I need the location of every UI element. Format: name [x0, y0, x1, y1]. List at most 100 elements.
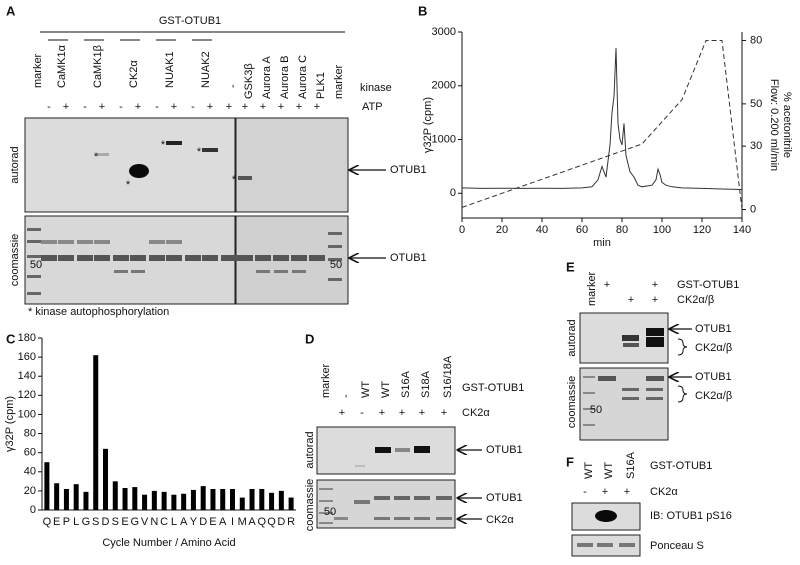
gel-band — [577, 543, 593, 547]
gel-band — [334, 517, 348, 520]
gel-band — [595, 510, 617, 522]
x-tick-label: L — [73, 516, 79, 528]
lane-label: - — [340, 394, 352, 398]
y-tick-label: 100 — [18, 408, 36, 420]
bar — [44, 462, 50, 510]
gel-band — [166, 141, 182, 145]
gel-band — [597, 543, 613, 547]
bar — [151, 490, 157, 510]
gel-band — [129, 164, 149, 178]
y-axis-label: γ32P (cpm) — [4, 396, 16, 452]
gel-band — [309, 255, 325, 261]
gel-band — [319, 512, 333, 514]
lane-label: CK2α — [128, 60, 140, 88]
sign: + — [379, 407, 385, 419]
asterisk: * — [197, 146, 202, 158]
panel-label: C — [6, 331, 16, 346]
gel-band — [27, 228, 41, 231]
bar — [220, 488, 226, 510]
gel-band — [166, 240, 182, 244]
row-label: CK2α — [462, 407, 490, 419]
x-tick-label: 80 — [616, 224, 628, 236]
gel-band — [221, 255, 237, 261]
atp-sign: + — [63, 101, 69, 113]
gel-band — [646, 376, 664, 381]
gel-band — [619, 543, 635, 547]
atp-sign: - — [119, 101, 123, 113]
y-tick-label: 40 — [24, 466, 36, 478]
marker-size: 50 — [324, 506, 336, 518]
blot-label: autorad — [304, 431, 316, 468]
y-tick-label: 140 — [18, 370, 36, 382]
bar — [278, 490, 284, 510]
x-tick-label: A — [180, 516, 188, 528]
protein-label: OTUB1 — [486, 444, 523, 456]
gel-band — [414, 496, 430, 500]
atp-sign: - — [47, 101, 51, 113]
bar — [63, 488, 69, 510]
bar — [269, 492, 275, 510]
panel-label: B — [418, 3, 427, 18]
sign: + — [399, 407, 405, 419]
marker-size: 50 — [330, 259, 342, 271]
gel-band — [319, 500, 333, 502]
x-tick-label: C — [160, 516, 168, 528]
x-axis-label: min — [593, 237, 611, 249]
gel-band — [292, 270, 306, 273]
y2-tick-label: 80 — [750, 34, 762, 46]
gel-band — [130, 255, 146, 261]
bar — [122, 488, 128, 510]
gel-band — [202, 148, 218, 152]
gel-band — [646, 328, 664, 336]
gel-band — [113, 255, 129, 261]
gel-band — [149, 255, 165, 261]
bar — [83, 491, 89, 510]
radioactivity-line — [461, 48, 743, 190]
lane-label: WT — [583, 462, 595, 479]
y-tick-label: 160 — [18, 351, 36, 363]
gel-band — [414, 446, 430, 453]
x-tick-label: N — [150, 516, 158, 528]
gel-band — [436, 517, 452, 520]
y2-tick-label: 50 — [750, 98, 762, 110]
sign: + — [628, 294, 634, 306]
gel-band — [395, 448, 410, 452]
lane-label: PLK1 — [315, 72, 327, 99]
row-label: ATP — [362, 101, 383, 113]
sign: + — [652, 294, 658, 306]
lane-label: S16A — [625, 451, 637, 479]
sign: + — [419, 407, 425, 419]
x-tick-label: I — [231, 516, 234, 528]
bar — [259, 488, 265, 510]
x-tick-label: S — [92, 516, 99, 528]
protein-label: CK2α — [486, 514, 514, 526]
x-tick-label: 60 — [576, 224, 588, 236]
x-tick-label: D — [199, 516, 207, 528]
x-tick-label: E — [121, 516, 128, 528]
gel-band — [354, 500, 370, 504]
blot-label: autorad — [566, 319, 578, 356]
x-tick-label: 120 — [693, 224, 711, 236]
gel-band — [414, 517, 430, 520]
flow-annotation: Flow: 0.200 ml/min — [768, 79, 780, 171]
gel-band — [166, 255, 182, 261]
gel-band — [583, 376, 595, 378]
bar — [210, 488, 216, 510]
gel-band — [319, 488, 333, 490]
gel-band — [291, 255, 307, 261]
bar — [73, 484, 79, 510]
y-axis-label: γ32P (cpm) — [422, 97, 434, 153]
gel-band — [646, 388, 663, 391]
atp-sign: + — [171, 101, 177, 113]
gel-band — [319, 522, 333, 524]
bar — [230, 488, 235, 510]
gel — [24, 117, 236, 213]
gel-band — [58, 255, 74, 261]
atp-sign: + — [99, 101, 105, 113]
atp-sign: + — [260, 101, 266, 113]
x-axis-label: Cycle Number / Amino Acid — [102, 537, 235, 549]
gel-band — [255, 255, 271, 261]
atp-sign: + — [207, 101, 213, 113]
x-tick-label: Y — [190, 516, 198, 528]
x-tick-label: P — [63, 516, 70, 528]
